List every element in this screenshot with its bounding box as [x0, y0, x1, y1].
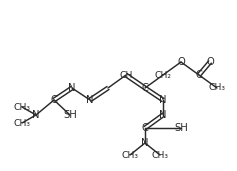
Text: CH₃: CH₃	[151, 150, 169, 160]
Text: C: C	[50, 95, 57, 105]
Text: N: N	[68, 83, 76, 93]
Text: N: N	[32, 110, 40, 120]
Text: CH₂: CH₂	[155, 70, 172, 80]
Text: N: N	[159, 110, 167, 120]
Text: SH: SH	[174, 123, 188, 133]
Text: SH: SH	[63, 110, 77, 120]
Text: N: N	[141, 138, 149, 148]
Text: N: N	[159, 95, 167, 105]
Text: CH₃: CH₃	[209, 83, 225, 93]
Text: N: N	[86, 95, 94, 105]
Text: C: C	[196, 70, 202, 80]
Text: CH₃: CH₃	[14, 119, 31, 128]
Text: CH₃: CH₃	[122, 150, 138, 160]
Text: O: O	[206, 57, 214, 67]
Text: O: O	[177, 57, 185, 67]
Text: CH: CH	[119, 70, 133, 80]
Text: C: C	[141, 123, 148, 133]
Text: CH₃: CH₃	[14, 102, 31, 111]
Text: C: C	[141, 83, 148, 93]
